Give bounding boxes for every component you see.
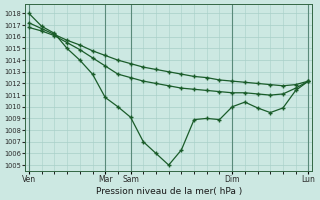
X-axis label: Pression niveau de la mer( hPa ): Pression niveau de la mer( hPa ) [96, 187, 242, 196]
